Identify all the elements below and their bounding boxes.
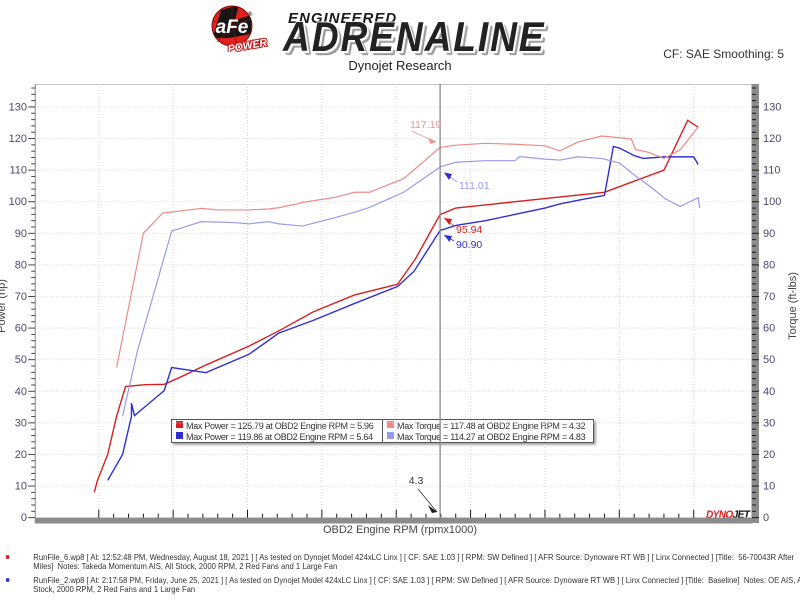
svg-text:3.5: 3.5 [314, 523, 329, 524]
svg-text:40: 40 [763, 386, 775, 398]
svg-text:80: 80 [15, 259, 27, 271]
svg-text:4.0: 4.0 [389, 523, 404, 524]
svg-text:120: 120 [763, 133, 781, 145]
svg-text:50: 50 [763, 354, 775, 366]
svg-text:40: 40 [15, 386, 27, 398]
svg-text:117.19: 117.19 [410, 119, 441, 131]
svg-text:3.0: 3.0 [240, 523, 255, 524]
svg-text:20: 20 [15, 449, 27, 461]
svg-text:®: ® [248, 10, 253, 18]
svg-text:111.01: 111.01 [459, 180, 490, 192]
svg-text:4.5: 4.5 [463, 523, 478, 524]
svg-text:80: 80 [763, 259, 775, 271]
svg-text:100: 100 [9, 196, 27, 208]
svg-text:95.94: 95.94 [456, 224, 482, 236]
svg-text:90: 90 [763, 228, 775, 240]
svg-text:70: 70 [763, 291, 775, 303]
svg-text:4.3: 4.3 [409, 475, 424, 487]
svg-text:10: 10 [763, 481, 775, 493]
svg-text:10: 10 [15, 481, 27, 493]
svg-text:2.5: 2.5 [165, 523, 180, 524]
svg-text:120: 120 [9, 133, 27, 145]
svg-text:0: 0 [21, 512, 27, 524]
svg-text:110: 110 [763, 165, 781, 177]
svg-text:20: 20 [763, 449, 775, 461]
svg-text:90: 90 [15, 228, 27, 240]
svg-text:0: 0 [763, 512, 769, 524]
svg-text:30: 30 [15, 417, 27, 429]
svg-text:90.90: 90.90 [456, 239, 482, 251]
svg-text:60: 60 [15, 323, 27, 335]
svg-text:130: 130 [9, 101, 27, 113]
svg-text:60: 60 [763, 323, 775, 335]
svg-text:2.0: 2.0 [91, 523, 106, 524]
svg-text:6.0: 6.0 [686, 523, 701, 524]
svg-text:50: 50 [15, 354, 27, 366]
svg-text:100: 100 [763, 196, 781, 208]
svg-text:5.0: 5.0 [537, 523, 552, 524]
svg-text:30: 30 [763, 417, 775, 429]
svg-text:70: 70 [15, 291, 27, 303]
svg-text:5.5: 5.5 [612, 523, 627, 524]
svg-text:aFe: aFe [216, 17, 249, 38]
svg-text:130: 130 [763, 101, 781, 113]
svg-text:110: 110 [9, 165, 27, 177]
